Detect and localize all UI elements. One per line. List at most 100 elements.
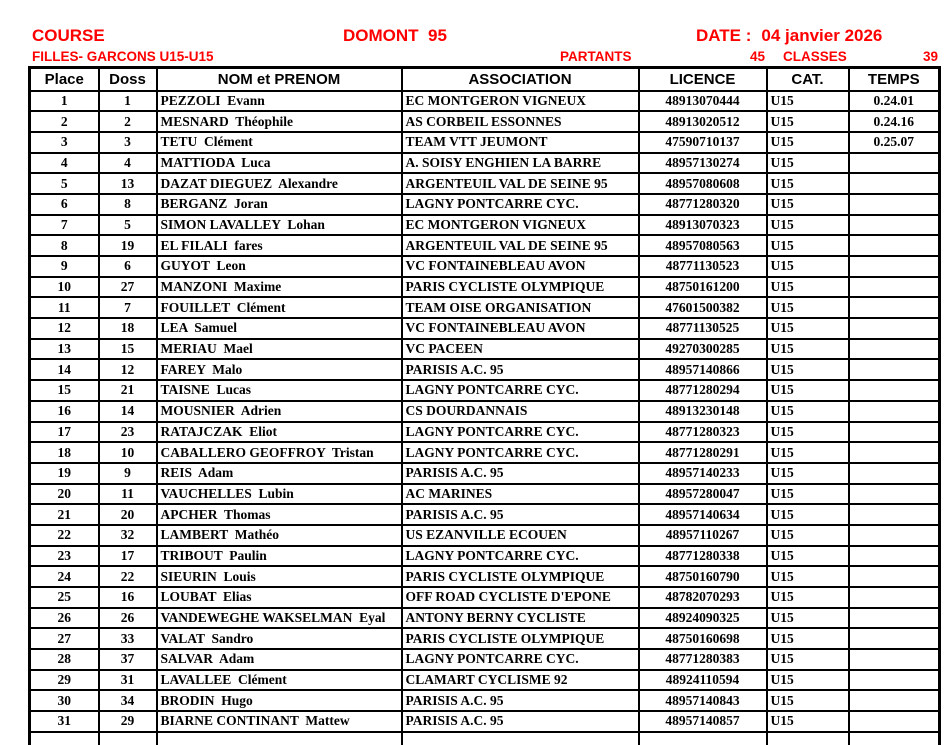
licence-cell: 48957140857 [637,710,768,733]
association-cell [400,730,640,745]
name-cell: LEA Samuel [155,317,403,340]
temps-cell [847,523,941,547]
results-table: Place Doss NOM et PRENOM ASSOCIATION LIC… [28,66,941,745]
table-row: 22 32 LAMBERT Mathéo US EZANVILLE ECOUEN 489… [28,523,941,547]
cat-cell: U15 [765,586,850,609]
doss-cell: 6 [97,255,158,278]
name-cell: SALVAR Adam [155,648,403,671]
place-cell: 27 [28,627,100,651]
name-cell: CABALLERO GEOFFROY Tristan [155,441,403,464]
partants-value: 45 [749,49,765,64]
association-cell: EC MONTGERON VIGNEUX [400,213,640,237]
cat-cell: U15 [765,317,850,340]
cat-cell: U15 [765,482,850,506]
cat-cell: U15 [765,275,850,299]
table-row: 26 26 VANDEWEGHE WAKSELMAN Eyal ANTONY BERN… [28,606,941,630]
cat-cell: U15 [765,110,850,133]
place-cell: 15 [28,379,100,402]
temps-cell [847,627,941,651]
name-cell: LOUBAT Elias [155,586,403,609]
association-cell: TEAM OISE ORGANISATION [400,296,640,320]
table-row: 30 34 BRODIN Hugo PARISIS A.C. 95 4895714084… [28,689,941,713]
licence-cell: 48782070293 [637,586,768,609]
doss-cell: 31 [97,668,158,692]
cat-cell: U15 [765,689,850,713]
licence-cell: 48771130523 [637,255,768,278]
doss-cell: 8 [97,192,158,216]
column-header-place: Place [28,66,100,92]
name-cell: LAMBERT Mathéo [155,523,403,547]
licence-cell: 48750160698 [637,627,768,651]
doss-cell: 14 [97,399,158,423]
licence-cell: 47590710137 [637,130,768,154]
association-cell: A. SOISY ENGHIEN LA BARRE [400,151,640,175]
doss-cell: 4 [97,151,158,175]
cat-cell: U15 [765,151,850,175]
temps-cell [847,399,941,423]
temps-cell [847,461,941,485]
association-cell: ARGENTEUIL VAL DE SEINE 95 [400,172,640,195]
licence-cell: 48957140634 [637,503,768,526]
association-cell: CS DOURDANNAIS [400,399,640,423]
table-row: 5 13 DAZAT DIEGUEZ Alexandre ARGENTEUIL VAL… [28,172,941,195]
column-header-name: NOM et PRENOM [155,66,403,92]
association-cell: PARISIS A.C. 95 [400,689,640,713]
licence-cell: 48913020512 [637,110,768,133]
table-row: 25 16 LOUBAT Elias OFF ROAD CYCLISTE D'EPON… [28,586,941,609]
table-row: 24 22 SIEURIN Louis PARIS CYCLISTE OLYMPIQU… [28,565,941,588]
doss-cell: 3 [97,130,158,154]
doss-cell: 16 [97,586,158,609]
name-cell: APCHER Thomas [155,503,403,526]
temps-cell [847,172,941,195]
name-cell: EL FILALI fares [155,234,403,257]
doss-cell: 33 [97,627,158,651]
column-header-association: ASSOCIATION [400,66,640,92]
licence-cell: 48771280383 [637,648,768,671]
cat-cell: U15 [765,461,850,485]
place-cell: 22 [28,523,100,547]
cat-cell: U15 [765,172,850,195]
association-cell: ANTONY BERNY CYCLISTE [400,606,640,630]
doss-cell: 32 [97,523,158,547]
place-cell: 4 [28,151,100,175]
licence-cell: 48750161200 [637,275,768,299]
doss-cell: 7 [97,296,158,320]
association-cell: PARISIS A.C. 95 [400,503,640,526]
doss-cell: 17 [97,544,158,568]
doss-cell: 29 [97,710,158,733]
classes-value: 39 [922,49,938,64]
course-label: COURSE [32,26,105,45]
association-cell: VC FONTAINEBLEAU AVON [400,255,640,278]
name-cell: TAISNE Lucas [155,379,403,402]
name-cell: GUYOT Leon [155,255,403,278]
temps-cell [847,668,941,692]
temps-cell [847,586,941,609]
name-cell: SIEURIN Louis [155,565,403,588]
licence-cell: 48957140233 [637,461,768,485]
name-cell: SIMON LAVALLEY Lohan [155,213,403,237]
doss-cell: 9 [97,461,158,485]
table-row: 7 5 SIMON LAVALLEY Lohan EC MONTGERON VIGNE… [28,213,941,237]
table-row: 11 7 FOUILLET Clément TEAM OISE ORGANISATIO… [28,296,941,320]
licence-cell: 48771280320 [637,192,768,216]
association-cell: EC MONTGERON VIGNEUX [400,89,640,113]
date-value: 04 janvier 2026 [761,26,883,45]
table-row: 18 10 CABALLERO GEOFFROY Tristan LAGNY PONT… [28,441,941,464]
cat-cell: U15 [765,379,850,402]
table-row: 16 14 MOUSNIER Adrien CS DOURDANNAIS 4891323… [28,399,941,423]
cat-cell: U15 [765,627,850,651]
doss-cell: 37 [97,648,158,671]
temps-cell: 0.24.01 [847,89,941,113]
doss-cell: 27 [97,275,158,299]
name-cell: MATTIODA Luca [155,151,403,175]
cat-cell: U15 [765,213,850,237]
name-cell: TRIBOUT Paulin [155,544,403,568]
place-cell: 14 [28,358,100,382]
association-cell: PARISIS A.C. 95 [400,358,640,382]
licence-cell: 48957140866 [637,358,768,382]
table-row: 1 1 PEZZOLI Evann EC MONTGERON VIGNEUX 48913… [28,89,941,113]
place-cell [28,730,100,745]
doss-cell: 34 [97,689,158,713]
classes-label: CLASSES [783,49,847,64]
